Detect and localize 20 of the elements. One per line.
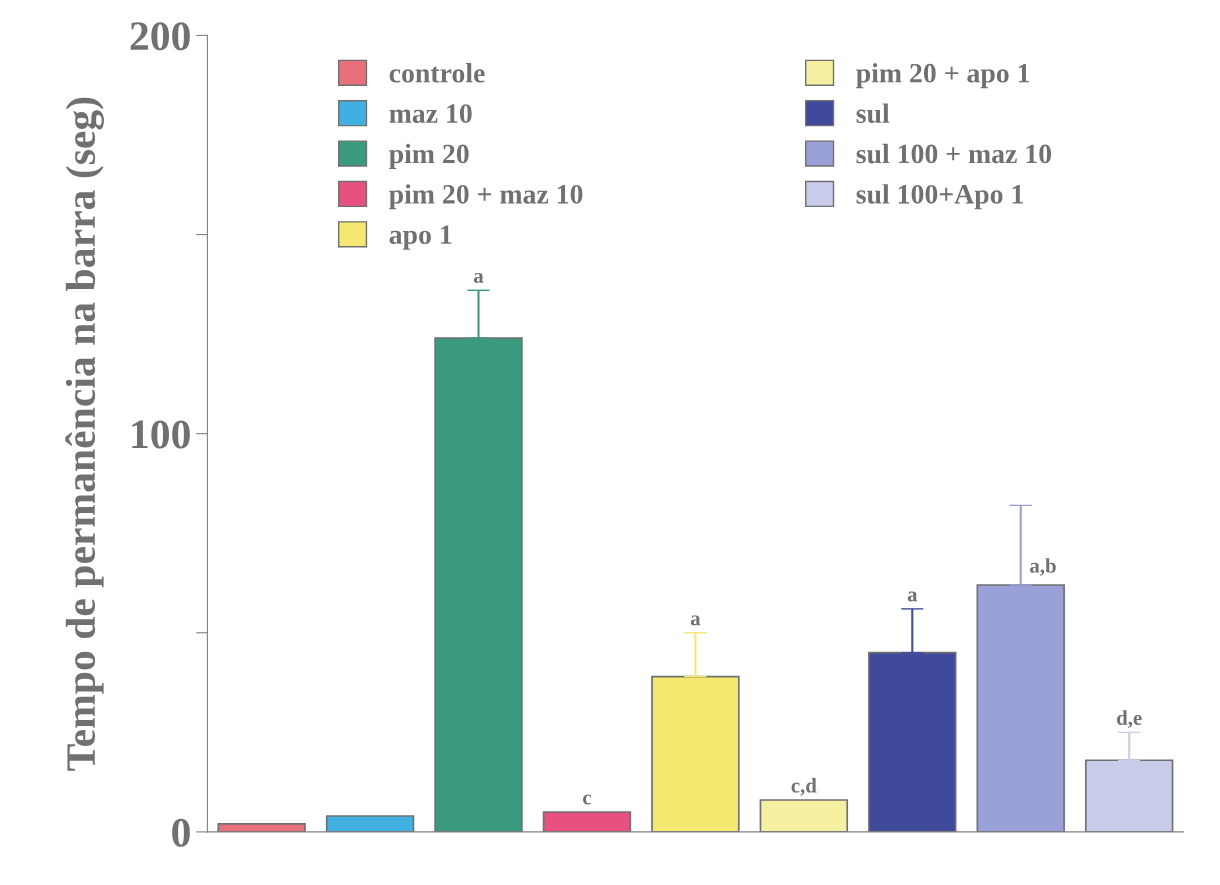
legend-label: sul <box>856 103 890 124</box>
y-tick-label: 0 <box>172 818 190 847</box>
legend-label: pim 20 <box>389 143 469 169</box>
y-axis-title: Tempo de permanência na barra (seg) <box>65 97 104 771</box>
data-label: c,d <box>791 777 817 796</box>
legend-label: sul 100 + maz 10 <box>856 143 1052 164</box>
y-tick-label: 200 <box>130 22 190 51</box>
legend-label: maz 10 <box>389 104 472 123</box>
legend-label: pim 20 + apo 1 <box>856 63 1030 89</box>
data-label: c <box>583 794 592 805</box>
legend-label: apo 1 <box>389 225 452 250</box>
legend-label: controle <box>389 63 485 83</box>
y-tick-label: 100 <box>132 420 190 449</box>
data-label: d,e <box>1117 710 1142 728</box>
data-label: a <box>473 272 484 283</box>
data-label: a,b <box>1030 558 1056 576</box>
data-label: a <box>690 615 701 626</box>
data-label: a <box>907 591 918 602</box>
legend-label: pim 20 + maz 10 <box>389 184 583 210</box>
legend-label: sul 100+Apo 1 <box>856 184 1023 210</box>
